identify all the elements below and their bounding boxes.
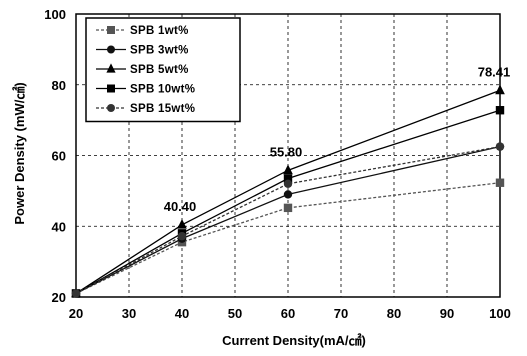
data-point-square	[495, 106, 505, 115]
y-axis-title: Power Density (mW/㎠)	[12, 82, 27, 224]
data-point-triangle	[283, 164, 293, 175]
legend-entry: SPB 5wt%	[130, 64, 189, 76]
data-point-triangle	[495, 84, 505, 95]
x-tick-label: 100	[489, 306, 511, 321]
legend-entry: SPB 15wt%	[130, 103, 195, 115]
x-tick-label: 20	[69, 306, 83, 321]
grid	[76, 14, 500, 297]
data-point-square	[107, 26, 115, 34]
series-line	[75, 182, 501, 295]
data-label: 55.80	[270, 144, 303, 159]
y-tick-label: 40	[52, 219, 66, 234]
y-tick-label: 80	[52, 78, 66, 93]
x-tick-label: 40	[175, 306, 189, 321]
data-point-circle	[71, 289, 81, 298]
data-point-circle	[283, 190, 293, 199]
data-point-square	[495, 178, 505, 187]
x-tick-labels: 20 30 40 50 60 70 80 90 100	[69, 306, 511, 321]
y-tick-labels: 20 40 60 80 100	[44, 7, 66, 305]
data-point-square	[107, 84, 115, 93]
x-tick-label: 80	[387, 306, 401, 321]
series-line	[75, 109, 501, 295]
series	[71, 142, 505, 298]
legend-entry: SPB 3wt%	[130, 45, 189, 57]
data-point-circle	[107, 45, 115, 54]
legend-entry: SPB 10wt%	[130, 84, 195, 96]
x-tick-label: 70	[334, 306, 348, 321]
x-tick-label: 30	[122, 306, 136, 321]
x-tick-label: 60	[281, 306, 295, 321]
legend-entry: SPB 1wt%	[130, 25, 189, 37]
legend: SPB 1wt% SPB 3wt% SPB 5wt% SPB 10wt% SPB 15w…	[85, 17, 241, 123]
data-point-circle	[495, 142, 505, 151]
series-layer	[71, 84, 505, 298]
data-point-circle	[283, 179, 293, 188]
data-label: 78.41	[478, 64, 511, 79]
data-label: 40.40	[164, 199, 197, 214]
x-tick-label: 50	[228, 306, 242, 321]
series-line	[75, 146, 501, 295]
y-tick-label: 20	[52, 290, 66, 305]
data-point-triangle	[177, 219, 187, 229]
y-tick-label: 60	[52, 149, 66, 164]
x-axis-title: Current Density(mA/㎠)	[222, 333, 366, 348]
data-point-circle	[177, 231, 187, 241]
series-line	[75, 89, 501, 295]
series-line	[75, 146, 501, 295]
y-tick-label: 100	[44, 7, 66, 22]
data-point-triangle	[106, 63, 116, 73]
data-point-circle	[107, 104, 115, 112]
data-point-square	[283, 203, 293, 213]
x-tick-label: 90	[440, 306, 454, 321]
data-point-square	[283, 174, 293, 183]
annotations: 40.40 55.80 78.41	[164, 64, 511, 213]
